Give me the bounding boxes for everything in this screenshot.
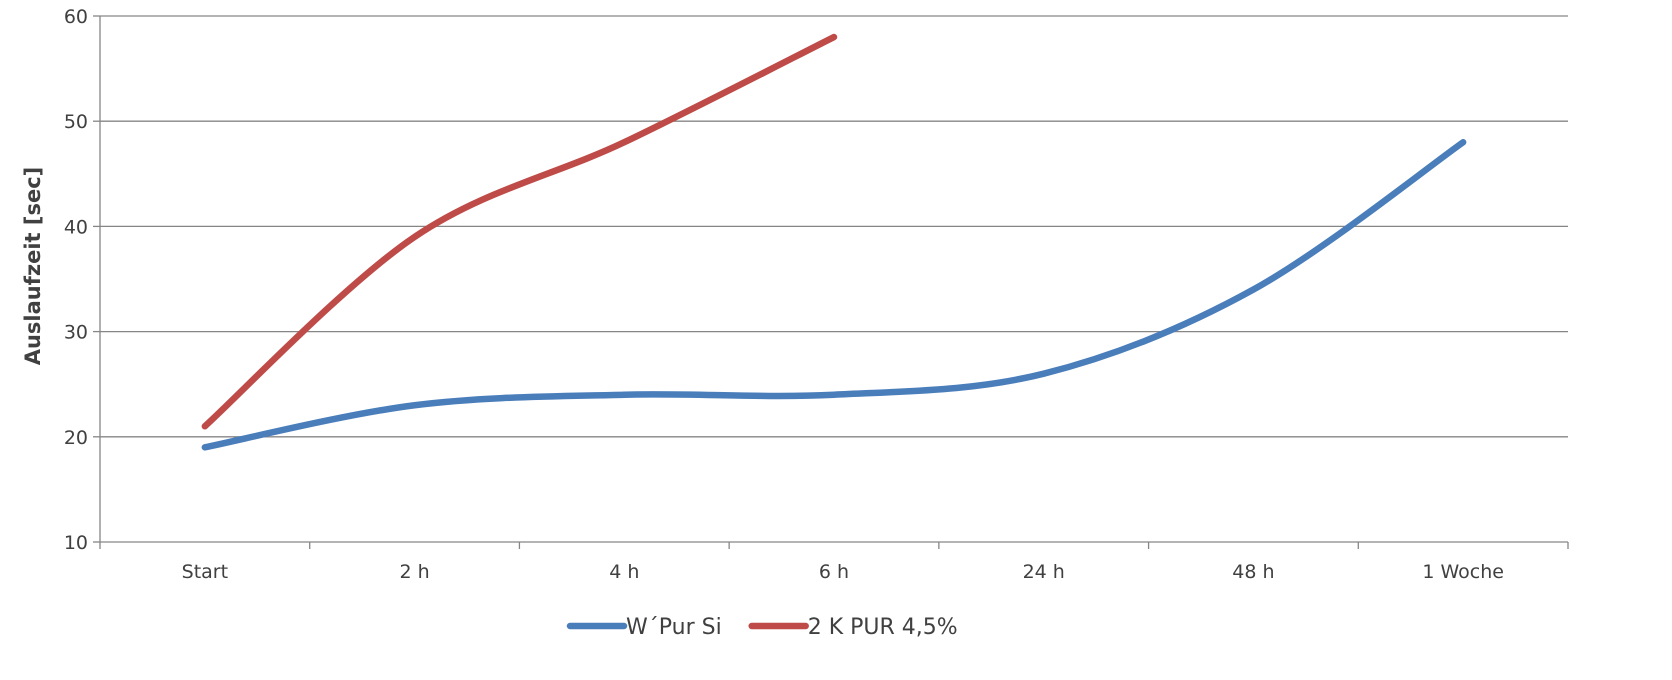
y-tick-label: 40	[64, 216, 88, 238]
legend-label: 2 K PUR 4,5%	[808, 615, 958, 640]
x-tick-label: 4 h	[609, 561, 639, 583]
series-line-2	[201, 33, 838, 430]
x-tick-label: 2 h	[399, 561, 429, 583]
y-tick-label: 60	[64, 6, 88, 28]
y-tick-label: 20	[64, 427, 88, 449]
x-tick-label: Start	[182, 561, 228, 583]
data-point	[1252, 289, 1254, 291]
x-tick-label: 1 Woche	[1422, 561, 1504, 583]
legend-item-1: W´Pur Si	[566, 615, 722, 640]
data-point	[623, 141, 625, 143]
x-tick-label: 48 h	[1232, 561, 1274, 583]
series-line-1	[201, 138, 1467, 451]
data-point	[833, 36, 835, 38]
legend-label: W´Pur Si	[626, 615, 722, 640]
data-point	[833, 394, 835, 396]
x-tick-label: 24 h	[1023, 561, 1065, 583]
data-point	[204, 425, 206, 427]
data-point	[1462, 141, 1464, 143]
y-axis-title: Auslaufzeit [sec]	[21, 167, 45, 366]
y-tick-label: 30	[64, 322, 88, 344]
y-tick-label: 50	[64, 111, 88, 133]
tick-labels: 10 20 30 40 50 60 Start 2 h 4 h 6 h 24 h 48 h 1 Woch…	[64, 6, 1504, 583]
x-tick-label: 6 h	[819, 561, 849, 583]
data-series	[201, 33, 1467, 451]
data-point	[1043, 373, 1045, 375]
data-point	[623, 394, 625, 396]
data-point	[204, 446, 206, 448]
legend-item-2: 2 K PUR 4,5%	[748, 615, 958, 640]
y-tick-label: 10	[64, 532, 88, 554]
axes	[93, 15, 1569, 549]
data-point	[414, 236, 416, 238]
legend: W´Pur Si 2 K PUR 4,5%	[566, 615, 958, 640]
data-point	[414, 404, 416, 406]
